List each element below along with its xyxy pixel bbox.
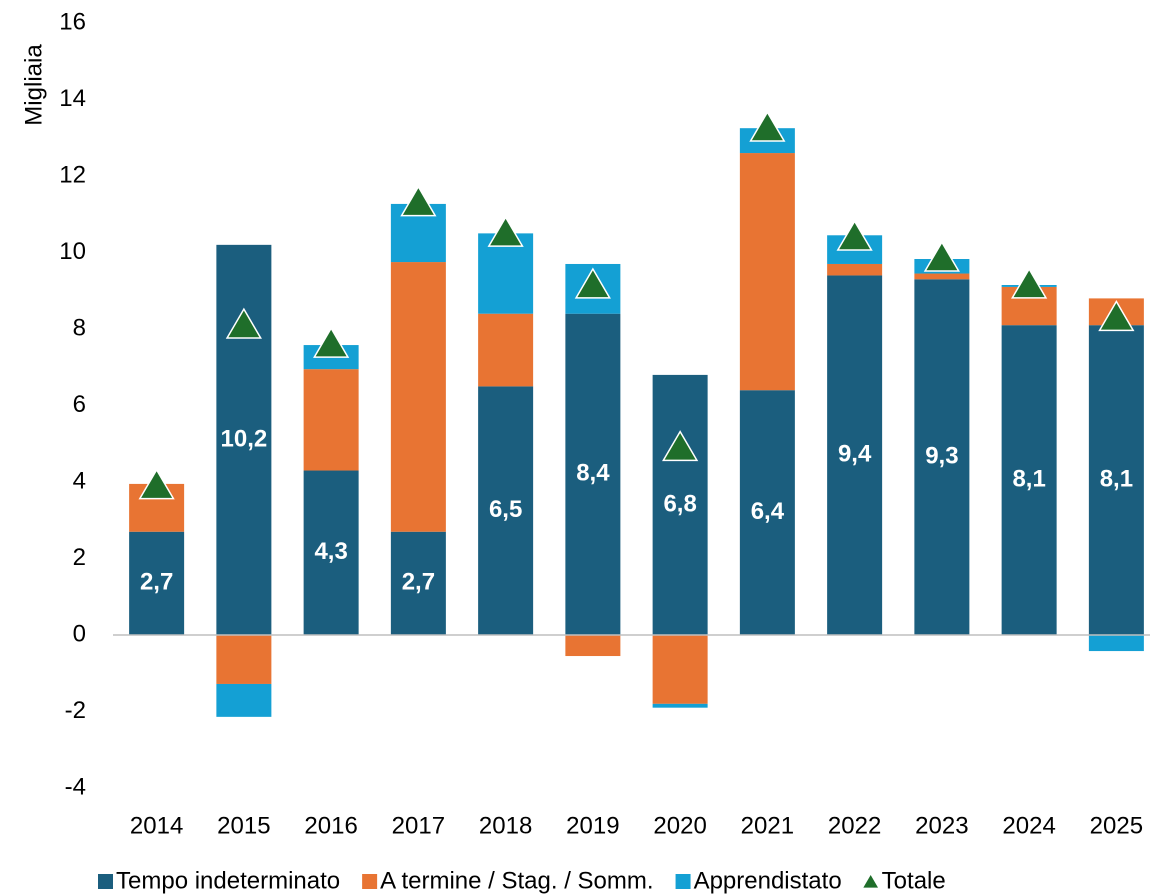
- total-marker: [313, 326, 350, 358]
- bar-segment: [1088, 325, 1144, 635]
- total-marker: [487, 215, 524, 247]
- bar-segment: [303, 470, 359, 635]
- data-label: 9,3: [925, 442, 958, 469]
- total-marker: [923, 240, 960, 272]
- data-label: 8,1: [1100, 465, 1133, 492]
- bar-segment: [827, 263, 883, 276]
- bar-segment: [129, 531, 185, 635]
- y-tick-label: 6: [73, 391, 86, 418]
- x-tick-label: 2018: [479, 812, 532, 839]
- data-label: 8,4: [576, 460, 610, 487]
- y-tick-label: 2: [73, 544, 86, 571]
- x-tick-label: 2016: [304, 812, 357, 839]
- total-marker: [138, 468, 175, 500]
- x-tick-label: 2022: [828, 812, 881, 839]
- bar-segment: [216, 635, 272, 684]
- bar-segment: [739, 390, 795, 635]
- data-label: 9,4: [838, 441, 872, 468]
- bar-segment: [1001, 325, 1057, 635]
- legend-label: A termine / Stag. / Somm.: [380, 867, 653, 894]
- bar-segment: [390, 531, 446, 635]
- total-marker: [1011, 267, 1048, 299]
- bar-segment: [478, 386, 534, 635]
- bar-segment: [390, 262, 446, 532]
- bar-segment: [914, 279, 970, 635]
- total-marker: [400, 185, 437, 217]
- bar-segment: [478, 313, 534, 387]
- data-label: 6,8: [663, 490, 696, 517]
- y-axis-label: Migliaia: [20, 44, 47, 126]
- y-tick-label: -4: [65, 773, 86, 800]
- x-tick-label: 2025: [1090, 812, 1143, 839]
- x-tick-label: 2019: [566, 812, 619, 839]
- legend-label: Totale: [882, 867, 946, 894]
- data-label: 6,4: [751, 498, 785, 525]
- bar-segment: [565, 313, 621, 635]
- y-tick-label: 10: [59, 238, 86, 265]
- total-marker: [574, 267, 611, 299]
- total-marker: [662, 430, 699, 462]
- x-tick-label: 2014: [130, 812, 183, 839]
- legend-label: Apprendistato: [694, 867, 842, 894]
- bar-segment: [827, 275, 883, 635]
- y-tick-label: 14: [59, 85, 86, 112]
- data-label: 6,5: [489, 496, 522, 523]
- bar-segment: [652, 374, 708, 635]
- legend-swatch: [362, 874, 378, 889]
- bar-segment: [652, 703, 708, 708]
- legend-swatch: [98, 874, 113, 889]
- y-tick-label: 0: [73, 620, 86, 647]
- bar-segment: [739, 153, 795, 391]
- x-tick-label: 2015: [217, 812, 270, 839]
- bar-segment: [1088, 635, 1144, 652]
- bar-segment: [216, 683, 272, 717]
- y-tick-label: 16: [59, 8, 86, 35]
- x-tick-label: 2017: [392, 812, 445, 839]
- legend-label: Tempo indeterminato: [116, 867, 340, 894]
- data-label: 10,2: [221, 425, 268, 452]
- y-tick-label: 8: [73, 314, 86, 341]
- x-tick-label: 2023: [915, 812, 968, 839]
- data-label: 2,7: [140, 569, 173, 596]
- bar-segment: [303, 369, 359, 471]
- x-tick-label: 2021: [741, 812, 794, 839]
- bar-segment: [652, 635, 708, 704]
- legend-swatch: [675, 874, 691, 889]
- y-tick-label: 12: [59, 161, 86, 188]
- total-marker: [1098, 300, 1135, 332]
- total-marker: [749, 110, 786, 142]
- x-tick-label: 2020: [653, 812, 706, 839]
- total-marker: [225, 307, 262, 339]
- total-marker: [836, 219, 873, 251]
- legend-marker: [863, 875, 879, 888]
- data-label: 4,3: [314, 538, 347, 565]
- y-tick-label: -2: [65, 697, 86, 724]
- y-tick-label: 4: [73, 467, 86, 494]
- data-label: 8,1: [1012, 465, 1045, 492]
- bar-segment: [914, 273, 970, 280]
- bar-segment: [565, 635, 621, 657]
- x-tick-label: 2024: [1002, 812, 1055, 839]
- data-label: 2,7: [402, 569, 435, 596]
